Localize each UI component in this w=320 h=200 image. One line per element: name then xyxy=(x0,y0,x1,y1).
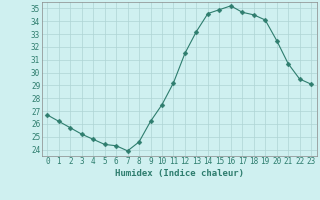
X-axis label: Humidex (Indice chaleur): Humidex (Indice chaleur) xyxy=(115,169,244,178)
